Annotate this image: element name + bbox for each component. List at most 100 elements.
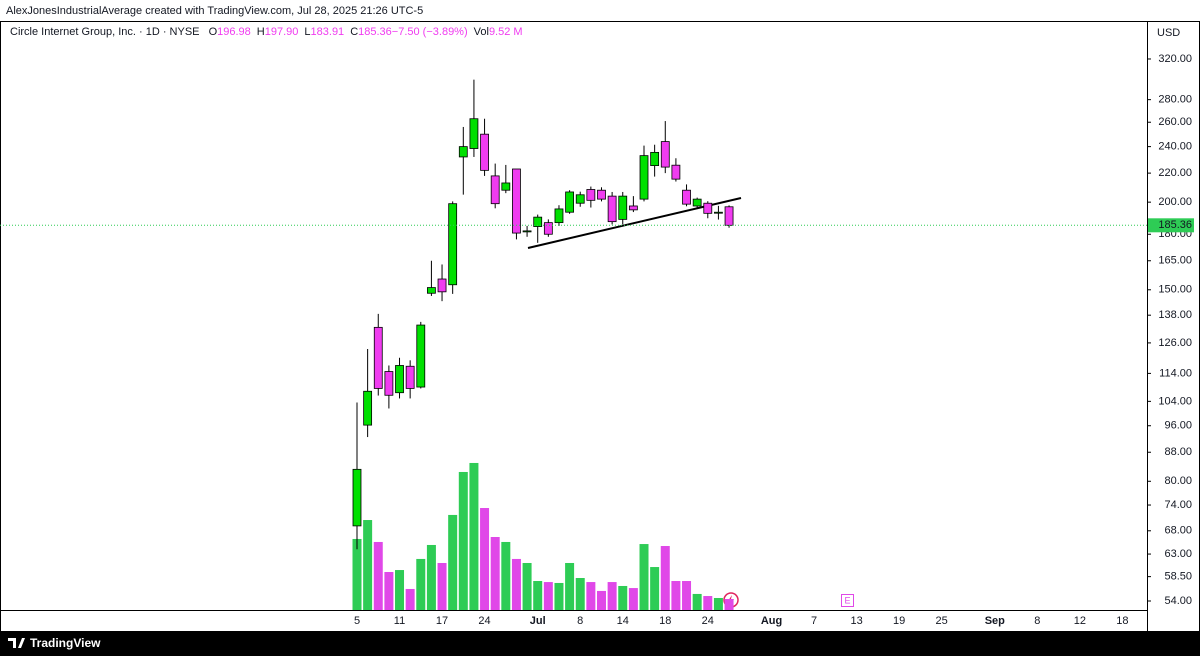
symbol: Circle Internet Group, Inc. · 1D · NYSE bbox=[10, 26, 200, 38]
volume-bar bbox=[692, 593, 702, 610]
legend: Circle Internet Group, Inc. · 1D · NYSE … bbox=[10, 26, 523, 38]
y-tick-label: 68.00 bbox=[1164, 525, 1192, 537]
candle-body bbox=[575, 194, 585, 204]
earnings-label: E bbox=[844, 595, 850, 605]
y-tick-label: 104.00 bbox=[1158, 395, 1192, 407]
legend-key: H bbox=[257, 26, 265, 38]
candle-body bbox=[714, 211, 723, 214]
candle-body bbox=[395, 365, 404, 394]
x-tick-label: Aug bbox=[761, 615, 782, 627]
candle-body bbox=[628, 205, 638, 211]
volume-bar bbox=[586, 582, 596, 610]
x-tick-label: 7 bbox=[811, 615, 817, 627]
x-tick-label: 11 bbox=[394, 615, 405, 627]
volume-bar bbox=[511, 558, 521, 610]
candle-body bbox=[543, 222, 553, 235]
y-tick-label: 88.00 bbox=[1164, 446, 1192, 458]
legend-key: L bbox=[304, 26, 310, 38]
x-tick-label: 8 bbox=[577, 615, 583, 627]
candle-body bbox=[373, 326, 383, 389]
legend-value: 196.98 bbox=[217, 26, 251, 38]
volume-bar bbox=[724, 599, 734, 610]
y-tick-label: 320.00 bbox=[1158, 53, 1192, 65]
price-tag-label: 185.36 bbox=[1158, 219, 1192, 231]
x-tick-label: 24 bbox=[478, 615, 490, 627]
x-tick-label: 8 bbox=[1034, 615, 1040, 627]
brand-logo bbox=[8, 638, 25, 648]
volume-bar bbox=[607, 582, 617, 610]
volume-bar bbox=[543, 582, 553, 610]
candle-body bbox=[480, 133, 489, 171]
y-tick-label: 63.00 bbox=[1164, 548, 1192, 560]
y-tick-label: 58.50 bbox=[1164, 571, 1192, 583]
volume-bar bbox=[490, 537, 500, 610]
candle-body bbox=[384, 371, 394, 396]
y-tick-label: 126.00 bbox=[1158, 337, 1192, 349]
x-tick-label: 5 bbox=[354, 615, 360, 627]
candle-body bbox=[724, 206, 734, 226]
candle-body bbox=[490, 175, 500, 205]
earnings-icon bbox=[841, 594, 854, 607]
volume-bar bbox=[373, 541, 383, 610]
volume-bar bbox=[448, 514, 458, 610]
legend-value: 197.90 bbox=[265, 26, 299, 38]
x-tick-label: Jul bbox=[530, 615, 546, 627]
candle-body bbox=[405, 365, 415, 389]
y-tick-label: 138.00 bbox=[1158, 309, 1192, 321]
candle-body bbox=[533, 216, 543, 227]
x-tick-label: 14 bbox=[617, 615, 629, 627]
volume-bar bbox=[650, 567, 660, 610]
volume-bar bbox=[480, 508, 490, 610]
x-tick-label: 12 bbox=[1074, 615, 1086, 627]
candle-body bbox=[448, 203, 458, 286]
volume-bar bbox=[575, 578, 585, 610]
candle-body bbox=[586, 189, 596, 201]
x-tick-label: 17 bbox=[436, 615, 448, 627]
volume-bar bbox=[660, 546, 670, 610]
volume-bar bbox=[395, 570, 405, 610]
y-tick-label: 150.00 bbox=[1158, 284, 1192, 296]
candle-body bbox=[692, 198, 702, 207]
volume-bar bbox=[363, 520, 373, 610]
candle-body bbox=[363, 390, 373, 426]
x-tick-label: 18 bbox=[659, 615, 671, 627]
legend-value: 185.36 bbox=[358, 26, 392, 38]
volume-bar bbox=[682, 581, 692, 610]
x-tick-label: 25 bbox=[936, 615, 948, 627]
legend-key: C bbox=[350, 26, 358, 38]
candle-body bbox=[522, 230, 532, 233]
volume-bar bbox=[405, 588, 415, 610]
y-tick-label: 240.00 bbox=[1158, 141, 1192, 153]
volume-bar bbox=[384, 572, 394, 610]
candle-body bbox=[416, 324, 426, 388]
volume-bar bbox=[522, 562, 532, 610]
x-tick-label: 24 bbox=[702, 615, 714, 627]
volume-bar bbox=[596, 590, 606, 610]
x-tick-label: 13 bbox=[850, 615, 862, 627]
x-tick-label: 19 bbox=[893, 615, 905, 627]
volume-bar bbox=[565, 562, 575, 610]
legend-value: −7.50 (−3.89%) bbox=[392, 26, 468, 38]
volume-bar bbox=[713, 597, 723, 610]
candle-body bbox=[352, 468, 362, 527]
volume-bar bbox=[469, 462, 479, 610]
candle-body bbox=[660, 141, 670, 168]
brand: TradingView bbox=[30, 636, 101, 650]
candle-body bbox=[512, 168, 521, 234]
candle-body bbox=[618, 195, 628, 220]
volume-bar bbox=[639, 544, 649, 610]
volume-bar bbox=[352, 538, 362, 610]
y-tick-label: 260.00 bbox=[1158, 116, 1192, 128]
footer bbox=[0, 632, 1200, 656]
x-tick-label: Sep bbox=[985, 615, 1005, 627]
volume-bar bbox=[501, 541, 511, 610]
volume-bar bbox=[671, 581, 681, 610]
candle-body bbox=[469, 118, 479, 149]
y-tick-label: 165.00 bbox=[1158, 255, 1192, 267]
candle-body bbox=[437, 278, 447, 293]
volume-bar bbox=[628, 588, 638, 610]
candle-body bbox=[650, 151, 660, 166]
candle-body bbox=[671, 164, 681, 180]
